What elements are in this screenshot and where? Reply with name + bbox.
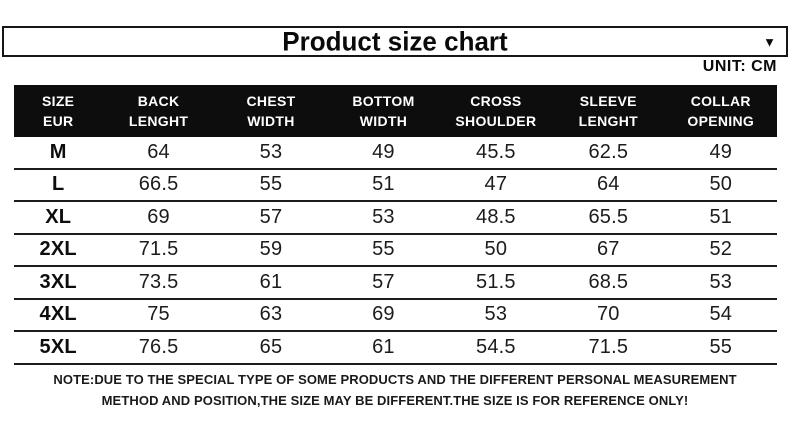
value-cell: 53 [214,137,328,170]
value-cell: 55 [214,168,328,202]
table-row-2xl: 2XL 71.5 59 55 50 67 52 [14,233,777,267]
note-line-1: NOTE:DUE TO THE SPECIAL TYPE OF SOME PRO… [53,372,737,387]
table-row-4xl: 4XL 75 63 69 53 70 54 [14,298,777,332]
value-cell: 69 [102,201,215,235]
value-cell: 67 [552,233,665,267]
value-cell: 64 [552,168,665,202]
value-cell: 48.5 [439,201,553,235]
table-row-m: M 64 53 49 45.5 62.5 49 [14,137,777,170]
header-chest-width: CHEST WIDTH [214,85,328,137]
value-cell: 53 [327,201,440,235]
header-cross-shoulder: CROSS SHOULDER [439,85,553,137]
table-row-xl: XL 69 57 53 48.5 65.5 51 [14,201,777,235]
header-row: SIZE EUR BACK LENGHT CHEST WIDTH BOTTOM … [14,85,777,137]
value-cell: 75 [102,298,215,332]
size-label: 3XL [14,266,103,300]
value-cell: 53 [664,266,777,300]
value-cell: 49 [327,137,440,170]
header-sleeve-lenght: SLEEVE LENGHT [552,85,665,137]
value-cell: 68.5 [552,266,665,300]
value-cell: 66.5 [102,168,215,202]
value-cell: 61 [327,331,440,365]
value-cell: 65.5 [552,201,665,235]
header-size-eur: SIZE EUR [14,85,103,137]
header-back-lenght: BACK LENGHT [102,85,215,137]
table-row-3xl: 3XL 73.5 61 57 51.5 68.5 53 [14,266,777,300]
value-cell: 52 [664,233,777,267]
value-cell: 61 [214,266,328,300]
value-cell: 59 [214,233,328,267]
header-collar-opening: COLLAR OPENING [664,85,777,137]
table-row-5xl: 5XL 76.5 65 61 54.5 71.5 55 [14,331,777,365]
value-cell: 63 [214,298,328,332]
value-cell: 71.5 [102,233,215,267]
value-cell: 51 [664,201,777,235]
size-label: L [14,168,103,202]
size-chart-table: SIZE EUR BACK LENGHT CHEST WIDTH BOTTOM … [14,85,777,365]
value-cell: 49 [664,137,777,170]
value-cell: 50 [664,168,777,202]
size-label: 4XL [14,298,103,332]
value-cell: 62.5 [552,137,665,170]
value-cell: 65 [214,331,328,365]
value-cell: 53 [439,298,553,332]
header-bottom-width: BOTTOM WIDTH [327,85,440,137]
dropdown-arrow-icon[interactable]: ▼ [763,34,776,49]
value-cell: 54.5 [439,331,553,365]
page-title: Product size chart [282,25,508,57]
value-cell: 51 [327,168,440,202]
value-cell: 73.5 [102,266,215,300]
value-cell: 57 [327,266,440,300]
size-label: XL [14,201,103,235]
value-cell: 50 [439,233,553,267]
title-bar: Product size chart ▼ [2,25,788,57]
value-cell: 69 [327,298,440,332]
value-cell: 70 [552,298,665,332]
value-cell: 76.5 [102,331,215,365]
note-text: NOTE:DUE TO THE SPECIAL TYPE OF SOME PRO… [0,369,790,412]
value-cell: 54 [664,298,777,332]
size-label: 5XL [14,331,103,365]
value-cell: 55 [664,331,777,365]
size-label: M [14,137,103,170]
value-cell: 45.5 [439,137,553,170]
value-cell: 55 [327,233,440,267]
table-row-l: L 66.5 55 51 47 64 50 [14,168,777,202]
value-cell: 64 [102,137,215,170]
size-label: 2XL [14,233,103,267]
value-cell: 47 [439,168,553,202]
note-line-2: METHOD AND POSITION,THE SIZE MAY BE DIFF… [101,393,689,409]
value-cell: 71.5 [552,331,665,365]
value-cell: 57 [214,201,328,235]
unit-label: UNIT: CM [702,58,777,75]
value-cell: 51.5 [439,266,553,300]
